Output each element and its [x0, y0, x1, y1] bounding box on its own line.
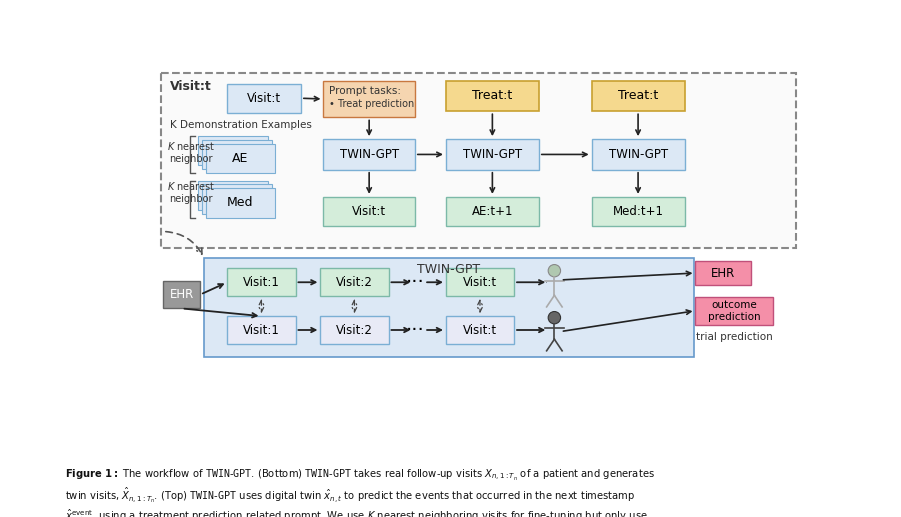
- Text: $\mathbf{Figure\ 1:}$ The workflow of $\mathtt{TWIN}$-$\mathtt{GPT}$. (Bottom) $: $\mathbf{Figure\ 1:}$ The workflow of $\…: [65, 468, 655, 517]
- FancyBboxPatch shape: [323, 139, 414, 170]
- FancyBboxPatch shape: [321, 316, 388, 344]
- Text: Visit:t: Visit:t: [247, 92, 281, 105]
- Text: Visit:t: Visit:t: [352, 205, 387, 218]
- Text: AE:t+1: AE:t+1: [471, 205, 514, 218]
- Text: EHR: EHR: [711, 267, 735, 280]
- FancyBboxPatch shape: [323, 197, 414, 226]
- FancyBboxPatch shape: [160, 73, 796, 248]
- FancyBboxPatch shape: [205, 188, 276, 218]
- Text: ···: ···: [405, 273, 424, 292]
- Circle shape: [548, 312, 560, 324]
- Text: ♟: ♟: [546, 282, 547, 283]
- Text: Visit:1: Visit:1: [243, 324, 280, 337]
- FancyBboxPatch shape: [592, 81, 685, 111]
- FancyBboxPatch shape: [198, 136, 268, 165]
- FancyBboxPatch shape: [446, 268, 514, 296]
- FancyBboxPatch shape: [321, 268, 388, 296]
- FancyBboxPatch shape: [446, 197, 539, 226]
- Text: Treat:t: Treat:t: [618, 89, 659, 102]
- Text: trial prediction: trial prediction: [696, 332, 772, 342]
- FancyBboxPatch shape: [696, 261, 751, 285]
- Text: Visit:t: Visit:t: [170, 80, 212, 93]
- Text: AE: AE: [232, 152, 249, 165]
- Circle shape: [548, 265, 560, 277]
- Text: Treat:t: Treat:t: [472, 89, 513, 102]
- FancyBboxPatch shape: [323, 81, 414, 117]
- Text: Med: Med: [227, 196, 254, 209]
- FancyBboxPatch shape: [227, 84, 301, 113]
- FancyBboxPatch shape: [227, 316, 296, 344]
- Text: ···: ···: [405, 321, 424, 340]
- Text: • Treat prediction: • Treat prediction: [329, 99, 414, 109]
- FancyBboxPatch shape: [205, 144, 276, 173]
- FancyBboxPatch shape: [696, 297, 773, 325]
- Text: Visit:2: Visit:2: [336, 276, 373, 289]
- Text: TWIN-GPT: TWIN-GPT: [608, 148, 668, 161]
- Text: outcome
prediction: outcome prediction: [708, 300, 760, 322]
- Text: $K$ nearest
neighbor: $K$ nearest neighbor: [167, 180, 215, 204]
- FancyBboxPatch shape: [198, 180, 268, 210]
- Text: Visit:t: Visit:t: [463, 324, 497, 337]
- Text: Med:t+1: Med:t+1: [613, 205, 663, 218]
- Text: TWIN-GPT: TWIN-GPT: [463, 148, 522, 161]
- FancyBboxPatch shape: [227, 268, 296, 296]
- FancyBboxPatch shape: [202, 140, 271, 169]
- Text: EHR: EHR: [169, 288, 194, 301]
- Text: TWIN-GPT: TWIN-GPT: [340, 148, 399, 161]
- FancyBboxPatch shape: [446, 316, 514, 344]
- FancyBboxPatch shape: [592, 139, 685, 170]
- FancyBboxPatch shape: [592, 197, 685, 226]
- Text: TWIN-GPT: TWIN-GPT: [417, 263, 480, 276]
- Text: Visit:2: Visit:2: [336, 324, 373, 337]
- Text: Prompt tasks:: Prompt tasks:: [329, 86, 401, 96]
- FancyBboxPatch shape: [204, 258, 694, 357]
- FancyBboxPatch shape: [163, 281, 200, 309]
- FancyBboxPatch shape: [446, 81, 539, 111]
- Text: K Demonstration Examples: K Demonstration Examples: [170, 120, 312, 130]
- FancyBboxPatch shape: [446, 139, 539, 170]
- FancyBboxPatch shape: [202, 185, 271, 214]
- Text: Visit:1: Visit:1: [243, 276, 280, 289]
- Text: $K$ nearest
neighbor: $K$ nearest neighbor: [167, 140, 215, 164]
- Text: Visit:t: Visit:t: [463, 276, 497, 289]
